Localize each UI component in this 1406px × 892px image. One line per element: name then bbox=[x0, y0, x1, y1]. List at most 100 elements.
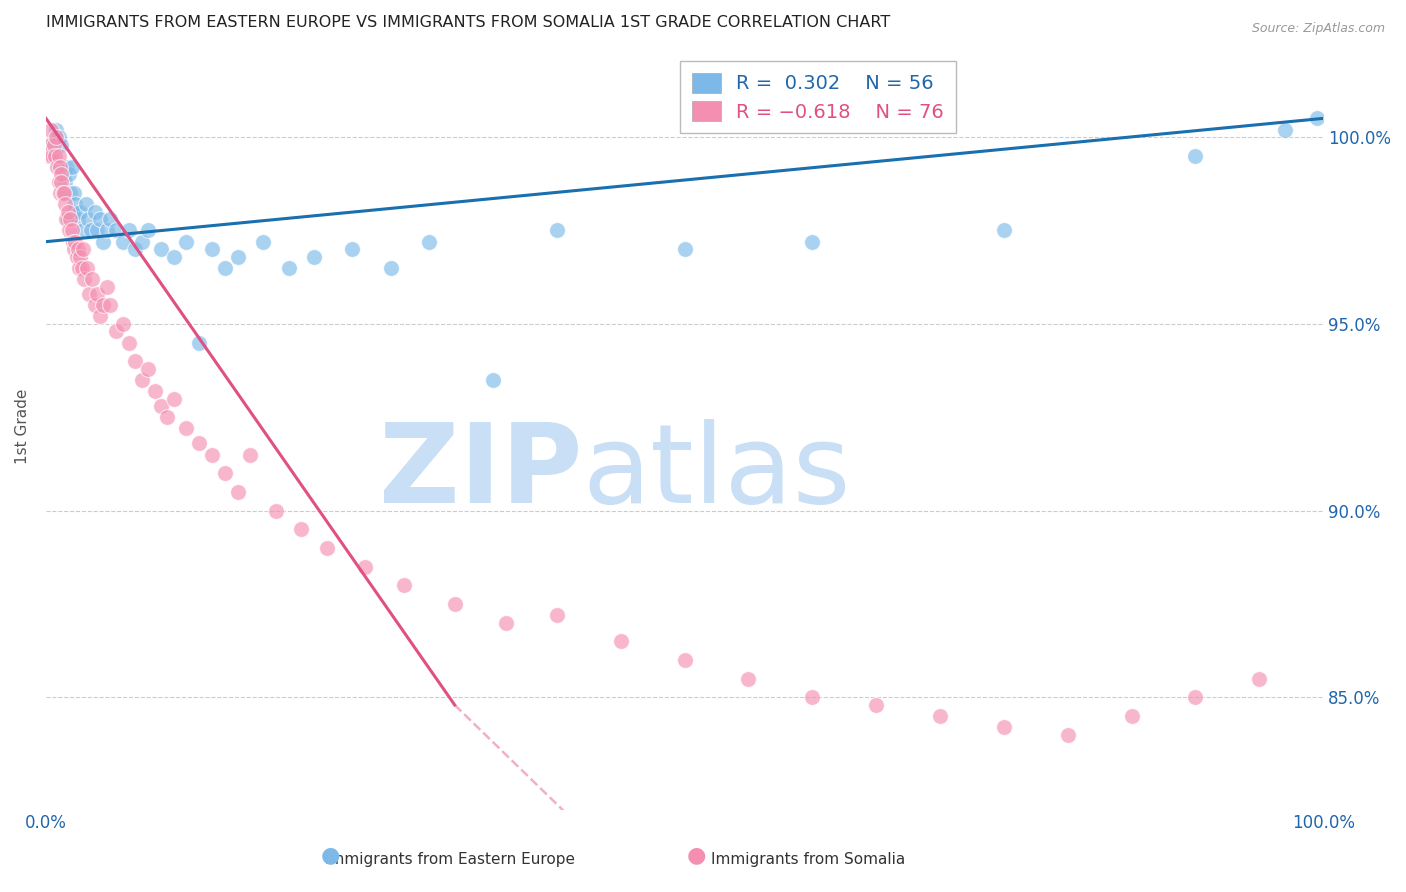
Point bbox=[136, 223, 159, 237]
Point bbox=[62, 204, 84, 219]
Point bbox=[49, 186, 72, 200]
Point bbox=[482, 373, 505, 387]
Point bbox=[226, 485, 249, 500]
Point bbox=[77, 212, 100, 227]
Point bbox=[93, 298, 115, 312]
Point bbox=[163, 250, 186, 264]
Point bbox=[79, 287, 101, 301]
Point bbox=[392, 578, 415, 592]
Point bbox=[673, 242, 696, 256]
Point bbox=[66, 242, 89, 256]
Point bbox=[80, 272, 103, 286]
Point bbox=[83, 298, 105, 312]
Point bbox=[118, 223, 141, 237]
Point bbox=[354, 559, 377, 574]
Text: Immigrants from Eastern Europe: Immigrants from Eastern Europe bbox=[325, 852, 575, 867]
Point bbox=[118, 335, 141, 350]
Point bbox=[96, 223, 118, 237]
Point bbox=[188, 335, 211, 350]
Point bbox=[290, 522, 312, 536]
Point bbox=[993, 223, 1015, 237]
Point bbox=[929, 709, 952, 723]
Point bbox=[201, 242, 224, 256]
Point bbox=[72, 242, 94, 256]
Point bbox=[67, 260, 90, 275]
Point bbox=[302, 250, 325, 264]
Point bbox=[42, 149, 65, 163]
Point bbox=[51, 175, 73, 189]
Point bbox=[124, 242, 146, 256]
Point bbox=[45, 122, 67, 136]
Point bbox=[52, 186, 75, 200]
Point bbox=[96, 279, 118, 293]
Point bbox=[546, 608, 568, 623]
Point bbox=[93, 235, 115, 249]
Legend: R =  0.302    N = 56, R = −0.618    N = 76: R = 0.302 N = 56, R = −0.618 N = 76 bbox=[681, 61, 956, 133]
Point bbox=[214, 260, 236, 275]
Point bbox=[1184, 149, 1206, 163]
Point bbox=[124, 354, 146, 368]
Point bbox=[277, 260, 299, 275]
Point bbox=[89, 212, 111, 227]
Point bbox=[52, 168, 75, 182]
Point bbox=[55, 212, 77, 227]
Point bbox=[136, 361, 159, 376]
Point bbox=[1056, 728, 1078, 742]
Point bbox=[42, 137, 65, 152]
Point bbox=[65, 250, 87, 264]
Y-axis label: 1st Grade: 1st Grade bbox=[15, 389, 30, 465]
Point bbox=[737, 672, 759, 686]
Point bbox=[89, 310, 111, 324]
Point bbox=[1274, 122, 1296, 136]
Point bbox=[495, 615, 517, 630]
Point bbox=[48, 149, 70, 163]
Point bbox=[76, 260, 98, 275]
Point bbox=[49, 160, 72, 174]
Point bbox=[149, 399, 172, 413]
Point bbox=[75, 197, 97, 211]
Point bbox=[156, 410, 179, 425]
Point bbox=[801, 690, 824, 705]
Point bbox=[201, 448, 224, 462]
Point bbox=[66, 212, 89, 227]
Point bbox=[131, 235, 153, 249]
Point bbox=[51, 168, 73, 182]
Point bbox=[163, 392, 186, 406]
Point bbox=[176, 421, 198, 435]
Point bbox=[111, 317, 134, 331]
Point bbox=[239, 448, 262, 462]
Point bbox=[39, 122, 62, 136]
Point bbox=[214, 467, 236, 481]
Point bbox=[41, 149, 63, 163]
Point bbox=[380, 260, 402, 275]
Point bbox=[48, 175, 70, 189]
Point bbox=[60, 160, 83, 174]
Point bbox=[443, 597, 465, 611]
Point bbox=[44, 149, 66, 163]
Point bbox=[52, 186, 75, 200]
Point bbox=[38, 149, 60, 163]
Point bbox=[226, 250, 249, 264]
Point bbox=[65, 235, 87, 249]
Point bbox=[865, 698, 887, 712]
Point bbox=[60, 223, 83, 237]
Point bbox=[73, 272, 96, 286]
Point bbox=[98, 212, 121, 227]
Point bbox=[176, 235, 198, 249]
Point bbox=[342, 242, 364, 256]
Point bbox=[63, 186, 86, 200]
Point bbox=[45, 130, 67, 145]
Point bbox=[69, 250, 91, 264]
Point bbox=[149, 242, 172, 256]
Point bbox=[72, 223, 94, 237]
Point bbox=[418, 235, 440, 249]
Point bbox=[609, 634, 631, 648]
Point bbox=[58, 223, 80, 237]
Point bbox=[55, 160, 77, 174]
Point bbox=[83, 204, 105, 219]
Point bbox=[252, 235, 274, 249]
Point bbox=[143, 384, 166, 398]
Point bbox=[98, 298, 121, 312]
Point bbox=[38, 137, 60, 152]
Point bbox=[53, 197, 76, 211]
